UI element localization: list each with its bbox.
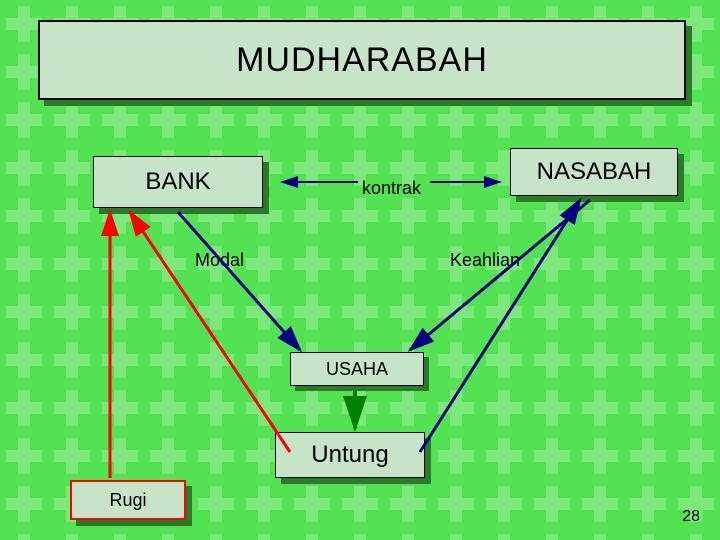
nasabah-label: NASABAH [537,158,652,186]
bank-label: BANK [145,168,210,196]
rugi-node: Rugi [70,480,186,520]
untung-label: Untung [311,441,388,469]
title-text: MUDHARABAH [236,41,488,80]
slide: MUDHARABAH BANK NASABAH USAHA Untung Rug… [0,0,720,540]
title-box: MUDHARABAH [38,20,686,100]
keahlian-label: Keahlian [450,250,520,271]
usaha-label: USAHA [326,359,388,380]
page-number: 28 [682,508,700,526]
rugi-label: Rugi [109,490,146,511]
untung-node: Untung [275,432,425,478]
nasabah-node: NASABAH [510,148,678,196]
modal-label: Modal [195,250,244,271]
kontrak-label: kontrak [362,178,421,199]
usaha-node: USAHA [290,352,424,386]
bank-node: BANK [93,156,263,208]
